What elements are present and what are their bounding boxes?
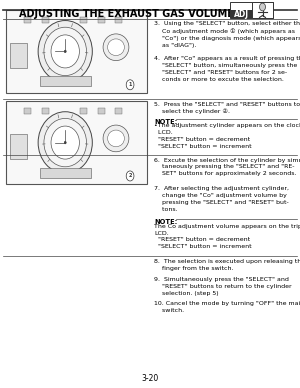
Ellipse shape [103, 125, 129, 152]
Bar [230, 2, 273, 18]
Text: ADJ: ADJ [234, 10, 249, 19]
Text: 1: 1 [128, 82, 132, 87]
Text: •The adjustment cylinder appears on the clock
  LCD.
  "RESET" button = decremen: •The adjustment cylinder appears on the … [154, 123, 300, 149]
Ellipse shape [103, 34, 129, 61]
Bar [80, 108, 87, 114]
Bar [24, 17, 31, 23]
Bar [98, 17, 105, 23]
Circle shape [64, 141, 66, 144]
Text: The Co adjustment volume appears on the trip
LCD.
  "RESET" button = decrement
 : The Co adjustment volume appears on the … [154, 224, 300, 249]
Text: NOTE:: NOTE: [154, 119, 178, 125]
Text: CHK: CHK [232, 5, 250, 14]
Text: 5.  Press the "SELECT" and "RESET" buttons to
    select the cylinder ②.: 5. Press the "SELECT" and "RESET" button… [154, 102, 300, 114]
Text: 10. Cancel the mode by turning "OFF" the main
    switch.: 10. Cancel the mode by turning "OFF" the… [154, 301, 300, 312]
Ellipse shape [51, 35, 80, 68]
Circle shape [126, 80, 134, 90]
Bar [115, 17, 122, 23]
Circle shape [126, 171, 134, 181]
Bar [252, 2, 273, 18]
Bar [10, 134, 27, 159]
Circle shape [260, 3, 266, 11]
Text: 8.  The selection is executed upon releasing the
    finger from the switch.: 8. The selection is executed upon releas… [154, 259, 300, 270]
Ellipse shape [44, 27, 86, 76]
Text: 4.  After "Co" appears as a result of pressing the
    "SELECT" button, simultan: 4. After "Co" appears as a result of pre… [154, 56, 300, 81]
Text: 2: 2 [128, 173, 132, 178]
Ellipse shape [38, 112, 92, 173]
Ellipse shape [108, 130, 124, 147]
Ellipse shape [51, 126, 80, 159]
Text: NOTE:: NOTE: [154, 219, 178, 225]
Bar [40, 76, 91, 87]
Ellipse shape [108, 39, 124, 55]
Bar [80, 17, 87, 23]
Ellipse shape [38, 21, 92, 82]
Bar [10, 43, 27, 68]
Text: 6.  Excute the selection of the cylinder by simul-
    taneously pressing the "S: 6. Excute the selection of the cylinder … [154, 158, 300, 176]
Bar [230, 10, 252, 18]
Text: 3.  Using the "SELECT" button, select either the
    Co adjustment mode ① (which: 3. Using the "SELECT" button, select eit… [154, 21, 300, 48]
Circle shape [64, 50, 66, 53]
Bar [6, 101, 147, 184]
Text: 3-20: 3-20 [141, 374, 159, 383]
Bar [115, 108, 122, 114]
Ellipse shape [44, 118, 86, 167]
Bar [42, 108, 49, 114]
Bar [40, 168, 91, 178]
Bar [98, 108, 105, 114]
Bar [6, 10, 147, 93]
Text: ADJUSTING THE EXHAUST GAS VOLUME: ADJUSTING THE EXHAUST GAS VOLUME [19, 9, 233, 19]
Text: 7.  After selecting the adjustment cylinder,
    change the "Co" adjustment volu: 7. After selecting the adjustment cylind… [154, 186, 290, 211]
Text: 9.  Simultaneously press the "SELECT" and
    "RESET" buttons to return to the c: 9. Simultaneously press the "SELECT" and… [154, 277, 292, 296]
Bar [24, 108, 31, 114]
Bar [42, 17, 49, 23]
